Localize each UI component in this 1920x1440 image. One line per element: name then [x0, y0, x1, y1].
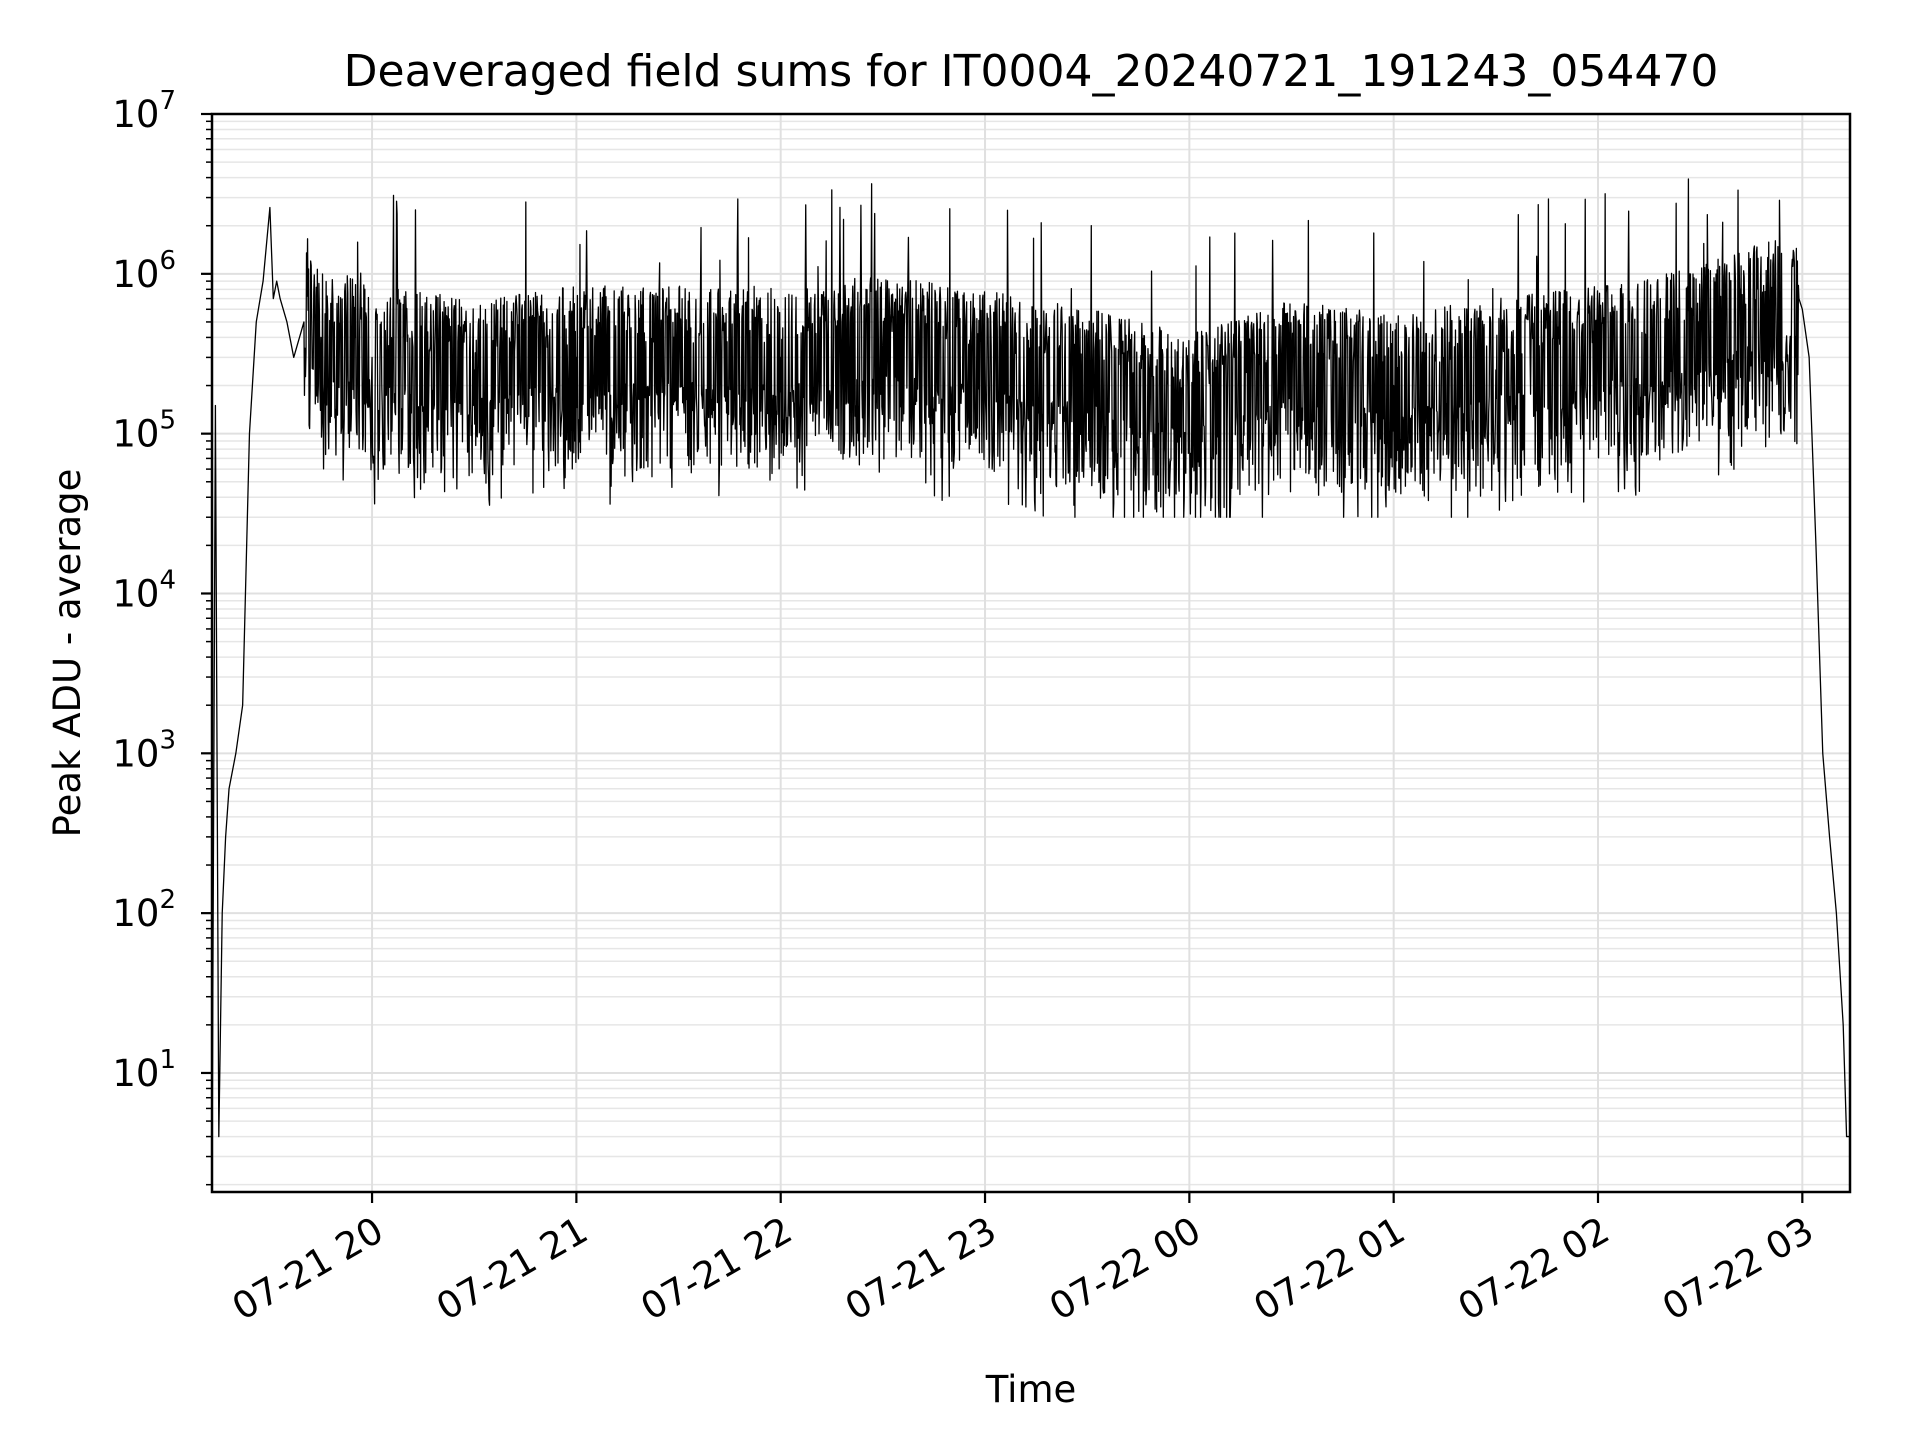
x-axis-label: Time: [985, 1368, 1077, 1411]
y-tick-label: 104: [112, 565, 176, 615]
y-tick-label: 103: [112, 725, 176, 775]
y-tick-label: 101: [112, 1045, 176, 1095]
y-axis-label: Peak ADU - average: [46, 469, 89, 838]
y-tick-label: 106: [112, 246, 176, 296]
y-tick-label: 105: [112, 406, 176, 456]
chart-title: Deaveraged field sums for IT0004_2024072…: [344, 46, 1719, 97]
y-tick-label: 102: [112, 885, 176, 935]
series-line: [212, 178, 1850, 1185]
plot-frame: [210, 112, 1852, 1194]
y-tick-label: 107: [112, 86, 176, 136]
